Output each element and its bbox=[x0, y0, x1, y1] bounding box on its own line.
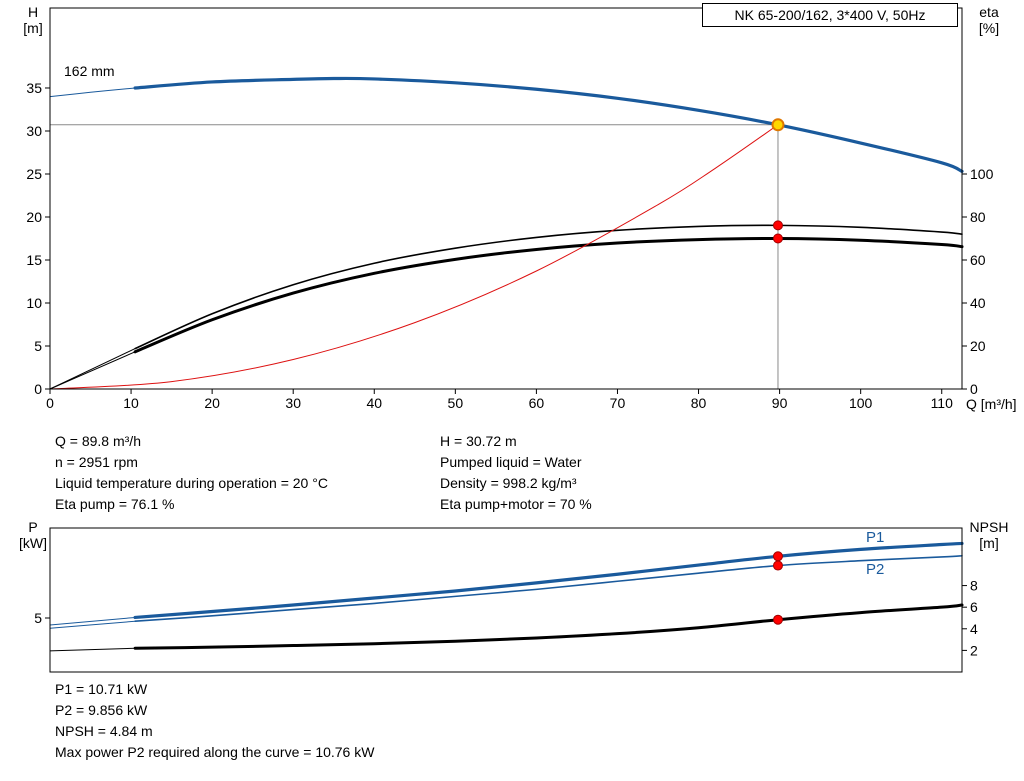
flow-value: Q = 89.8 m³/h bbox=[55, 433, 141, 449]
y-left-tick-label: 10 bbox=[26, 295, 42, 311]
p1-curve-label: P1 bbox=[866, 529, 885, 546]
p2-curve-label: P2 bbox=[866, 561, 885, 578]
eta-pump-motor-curve bbox=[133, 236, 964, 354]
duty-point bbox=[771, 118, 785, 132]
x-tick-label: 30 bbox=[285, 395, 301, 411]
y-right-tick-label: 100 bbox=[970, 166, 994, 182]
y-right-tick-label: 40 bbox=[970, 295, 986, 311]
p1-value: P1 = 10.71 kW bbox=[55, 681, 148, 697]
y-right-tick-label: 2 bbox=[970, 642, 978, 658]
y-left-tick-label: 5 bbox=[34, 610, 42, 626]
npsh-curve-lead bbox=[49, 647, 136, 652]
x-tick-label: 0 bbox=[46, 395, 54, 411]
x-tick-label: 40 bbox=[366, 395, 382, 411]
y-right-tick-label: 6 bbox=[970, 599, 978, 615]
power-npsh-chart: 5 2 4 6 8 bbox=[34, 527, 978, 673]
p1-curve bbox=[133, 541, 964, 620]
x-tick-label: 110 bbox=[931, 395, 954, 411]
axis-label-npsh: NPSH bbox=[969, 519, 1009, 535]
p2-curve-lead bbox=[49, 620, 136, 629]
density-value: Density = 998.2 kg/m³ bbox=[440, 475, 577, 491]
y-right-tick-label: 80 bbox=[970, 209, 986, 225]
y-left-tick-label: 0 bbox=[34, 381, 42, 397]
power-data: P1 = 10.71 kW P2 = 9.856 kW NPSH = 4.84 … bbox=[55, 679, 374, 763]
head-curve-162mm bbox=[133, 76, 964, 174]
x-tick-label: 50 bbox=[448, 395, 464, 411]
x-axis-unit-label: Q [m³/h] bbox=[966, 396, 1017, 412]
system-curve bbox=[49, 124, 779, 390]
top-y-right-axis-label: eta [%] bbox=[962, 4, 1016, 36]
pumped-liquid-value: Pumped liquid = Water bbox=[440, 454, 582, 470]
axis-label-p: P bbox=[28, 519, 38, 535]
npsh-value: NPSH = 4.84 m bbox=[55, 723, 153, 739]
y-right-tick-label: 0 bbox=[970, 381, 978, 397]
operating-data-left: Q = 89.8 m³/h n = 2951 rpm Liquid temper… bbox=[55, 431, 328, 515]
eta-pump-value: Eta pump = 76.1 % bbox=[55, 496, 175, 512]
speed-value: n = 2951 rpm bbox=[55, 454, 138, 470]
axis-label-h: H bbox=[27, 4, 39, 20]
y-right-tick-label: 60 bbox=[970, 252, 986, 268]
x-tick-label: 80 bbox=[691, 395, 707, 411]
axis-label-npsh-m-unit: [m] bbox=[979, 535, 999, 551]
head-value: H = 30.72 m bbox=[440, 433, 517, 449]
operating-data-right: H = 30.72 m Pumped liquid = Water Densit… bbox=[440, 431, 592, 515]
impeller-diameter-label: 162 mm bbox=[64, 63, 115, 79]
max-power-value: Max power P2 required along the curve = … bbox=[55, 744, 375, 760]
y-right-tick-label: 8 bbox=[970, 578, 978, 594]
plot-frame bbox=[49, 527, 963, 673]
p1-point bbox=[772, 551, 783, 562]
y-right-tick-label: 20 bbox=[970, 338, 986, 354]
x-tick-label: 20 bbox=[204, 395, 220, 411]
p2-curve bbox=[134, 554, 963, 623]
p2-value: P2 = 9.856 kW bbox=[55, 702, 148, 718]
x-tick-label: 70 bbox=[610, 395, 626, 411]
liquid-temperature-value: Liquid temperature during operation = 20… bbox=[55, 475, 328, 491]
bottom-y-right-axis-label: NPSH [m] bbox=[960, 519, 1018, 551]
x-tick-label: 60 bbox=[529, 395, 545, 411]
pump-model-title: NK 65-200/162, 3*400 V, 50Hz bbox=[702, 3, 958, 27]
axis-label-percent-unit: [%] bbox=[978, 20, 1000, 36]
eta-pump-motor-value: Eta pump+motor = 70 % bbox=[440, 496, 592, 512]
eta-pump-motor-lead bbox=[49, 351, 136, 390]
p1-curve-lead bbox=[49, 616, 136, 626]
y-left-tick-label: 5 bbox=[34, 338, 42, 354]
x-tick-label: 90 bbox=[772, 395, 788, 411]
axis-label-kw-unit: [kW] bbox=[19, 535, 47, 551]
bottom-y-left-axis-label: P [kW] bbox=[12, 519, 54, 551]
npsh-point bbox=[772, 614, 783, 625]
axis-label-eta: eta bbox=[979, 4, 999, 20]
top-y-left-axis-label: H [m] bbox=[14, 4, 52, 36]
npsh-curve bbox=[133, 603, 964, 650]
y-left-tick-label: 35 bbox=[26, 80, 42, 96]
x-tick-label: 100 bbox=[849, 395, 873, 411]
y-left-tick-label: 25 bbox=[26, 166, 42, 182]
eta-pump-motor-point bbox=[772, 233, 783, 244]
plot-frame bbox=[49, 7, 963, 390]
y-right-tick-label: 4 bbox=[970, 621, 978, 637]
x-tick-label: 10 bbox=[123, 395, 139, 411]
y-left-tick-label: 15 bbox=[26, 252, 42, 268]
hq-eta-chart: 0 10 20 30 40 50 60 70 80 90 100 110 0 5 10 15 20 25 30 35 0… bbox=[26, 7, 994, 411]
y-left-tick-label: 30 bbox=[26, 123, 42, 139]
head-curve-lead bbox=[49, 87, 136, 98]
axis-label-m-unit: [m] bbox=[23, 20, 43, 36]
eta-pump-curve bbox=[134, 224, 963, 350]
eta-pump-point bbox=[772, 220, 783, 231]
p2-point bbox=[772, 560, 783, 571]
y-left-tick-label: 20 bbox=[26, 209, 42, 225]
